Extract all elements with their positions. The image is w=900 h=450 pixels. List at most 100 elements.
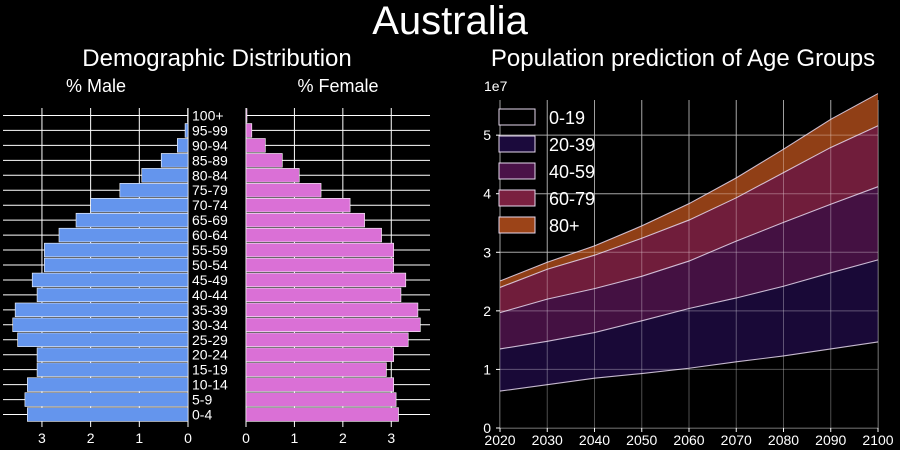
area-band-line [499, 125, 879, 288]
female-bar [245, 392, 397, 407]
male-bar [36, 287, 189, 303]
age-group-label: 70-74 [192, 197, 228, 213]
legend-label: 0-19 [549, 108, 585, 128]
male-bar [12, 317, 189, 332]
female-bar [245, 138, 266, 153]
legend-label: 20-39 [549, 135, 595, 155]
male-bar [36, 347, 189, 362]
area-legend: 0-19 20-39 40-59 60-79 80+ [498, 108, 595, 236]
female-tick-label: 2 [339, 430, 347, 446]
figure-title: Australia [372, 0, 528, 43]
male-bar [75, 212, 189, 228]
female-tick-label: 3 [387, 430, 395, 446]
area-x-tick-label: 2080 [768, 432, 799, 448]
pyramid-title: Demographic Distribution [82, 45, 351, 72]
male-axis-title: % Male [66, 76, 126, 96]
female-bar [245, 227, 382, 243]
age-group-label: 75-79 [192, 182, 228, 198]
male-bar [141, 168, 189, 183]
area-x-tick-label: 2040 [579, 432, 610, 448]
area-x-tick-label: 2100 [862, 432, 893, 448]
area-band-line [499, 186, 879, 314]
age-group-label: 5-9 [192, 392, 212, 408]
area-lines [499, 93, 879, 392]
male-bar [31, 272, 189, 288]
female-bar [245, 362, 387, 377]
male-bar [27, 377, 189, 392]
female-bar [245, 257, 394, 273]
female-bar [245, 287, 402, 303]
area-y-tick-label: 4 [483, 186, 491, 202]
age-group-label: 30-34 [192, 317, 228, 333]
female-bar [245, 272, 407, 288]
female-bars [245, 108, 421, 422]
area-band-line [499, 93, 879, 282]
male-bar [27, 407, 189, 422]
age-group-label: 55-59 [192, 242, 228, 258]
male-bar [184, 123, 189, 138]
area-x-tick-label: 2020 [484, 432, 515, 448]
age-group-label: 95-99 [192, 122, 228, 138]
legend-label: 40-59 [549, 162, 595, 182]
area-band [500, 259, 878, 392]
female-bar [245, 302, 419, 318]
area-x-ticks: 2020 2030 2040 2050 2060 2070 2080 2090 2100 [484, 428, 894, 448]
age-group-label: 15-19 [192, 362, 228, 378]
area-chart: Population prediction of Age Groups 1e7 … [483, 45, 894, 448]
area-band-line [499, 341, 879, 392]
age-group-labels: 0-45-910-1415-1920-2425-2930-3435-3940-4… [192, 107, 228, 422]
area-y-tick-label: 2 [483, 303, 491, 319]
area-band [500, 186, 878, 349]
male-bar [58, 227, 189, 243]
age-group-label: 60-64 [192, 227, 228, 243]
age-group-label: 45-49 [192, 272, 228, 288]
legend-label: 60-79 [549, 189, 595, 209]
legend-swatch [498, 162, 536, 180]
y-offset-label: 1e7 [484, 78, 508, 94]
legend-swatch [498, 135, 536, 153]
age-group-label: 20-24 [192, 347, 228, 363]
male-tick-label: 0 [184, 430, 192, 446]
area-y-tick-label: 3 [483, 244, 491, 260]
female-bar [245, 123, 253, 138]
age-group-label: 90-94 [192, 137, 228, 153]
legend-swatch [498, 216, 536, 234]
age-group-label: 50-54 [192, 257, 228, 273]
female-bar [245, 212, 365, 228]
age-group-label: 40-44 [192, 287, 228, 303]
female-bar [245, 168, 300, 183]
age-group-label: 100+ [192, 107, 224, 123]
male-bar [44, 257, 189, 273]
area-band [500, 125, 878, 313]
area-x-tick-label: 2030 [532, 432, 563, 448]
area-band [500, 341, 878, 428]
female-bar [245, 332, 409, 347]
male-tick-label: 2 [87, 430, 95, 446]
female-bar [245, 198, 351, 213]
female-bar [245, 347, 394, 362]
area-title: Population prediction of Age Groups [491, 45, 875, 72]
area-y-tick-label: 5 [483, 127, 491, 143]
area-y-tick-label: 1 [483, 361, 491, 377]
legend-swatch [498, 189, 536, 207]
area-band-line [499, 259, 879, 350]
area-x-tick-label: 2090 [815, 432, 846, 448]
female-bar [245, 242, 394, 258]
male-bar [24, 392, 189, 407]
age-group-label: 85-89 [192, 152, 228, 168]
female-bar [245, 108, 248, 123]
male-bar [119, 183, 189, 198]
female-tick-label: 1 [291, 430, 299, 446]
male-bar [176, 138, 189, 153]
female-bar [245, 183, 322, 198]
area-band [500, 93, 878, 288]
area-fills [500, 93, 878, 428]
female-bar [245, 153, 283, 168]
area-y-tick-label: 0 [483, 420, 491, 436]
male-bar [36, 362, 189, 377]
age-group-label: 65-69 [192, 212, 228, 228]
male-x-ticks: 3 2 1 0 [38, 422, 192, 446]
area-axes [499, 100, 879, 429]
female-bar [245, 377, 394, 392]
